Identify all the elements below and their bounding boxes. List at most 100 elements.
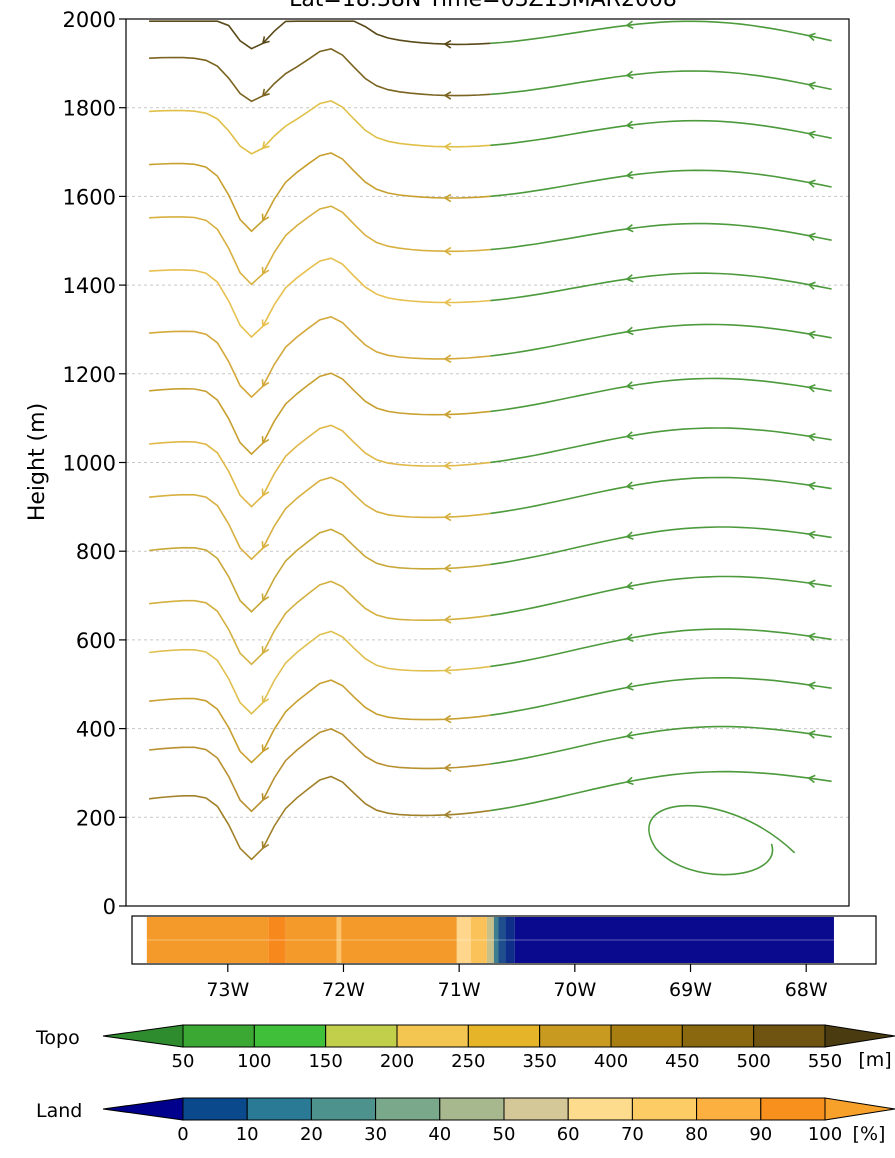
land-colorbar-tick-label: 40 <box>428 1124 451 1145</box>
streamline-arrow <box>807 730 816 739</box>
x-tick-label: 72W <box>322 979 365 1001</box>
streamline-west <box>149 48 491 103</box>
streamline-arrow <box>625 431 634 440</box>
topo-colorbar: 50 100 150 200 250 350 400 450 500 550 <box>102 1024 895 1072</box>
topo-colorbar-label: Topo <box>35 1027 80 1049</box>
streamline-arrow <box>443 39 452 49</box>
land-colorbar-tick-label: 30 <box>364 1124 387 1145</box>
land-strip-segment <box>268 917 286 963</box>
y-tick-label: 1400 <box>63 274 116 298</box>
streamline-arrow <box>625 70 634 80</box>
land-strip-segment <box>336 917 342 963</box>
streamline-west <box>149 476 491 561</box>
streamline-west <box>149 528 491 613</box>
land-colorbar-right-arrow <box>824 1097 895 1121</box>
land-strip-segment <box>486 917 494 963</box>
y-tick-label: 400 <box>76 718 116 742</box>
topo-colorbar-left-arrow <box>102 1024 184 1048</box>
land-colorbar: 0 10 20 30 40 50 60 70 80 90 100 <box>102 1097 895 1145</box>
streamline-east <box>490 70 832 96</box>
land-strip-segment <box>470 917 487 963</box>
y-tick-label: 800 <box>76 540 116 564</box>
streamline-arrow <box>443 461 452 470</box>
streamline-arrow <box>807 281 816 290</box>
streamline-arrow <box>625 170 634 180</box>
topo-colorbar-segment <box>396 1024 469 1048</box>
topo-colorbar-tick-label: 100 <box>237 1051 271 1072</box>
streamline-arrow <box>261 379 270 388</box>
streamline-west <box>149 630 491 715</box>
streamline-east <box>490 628 832 668</box>
streamline-arrow <box>443 410 452 419</box>
land-colorbar-tick-label: 10 <box>236 1124 259 1145</box>
topo-colorbar-tick-label: 350 <box>522 1051 556 1072</box>
land-colorbar-tick-label: 50 <box>493 1124 516 1145</box>
streamline-arrow <box>625 326 634 336</box>
land-strip-segment <box>505 917 515 963</box>
streamline-east <box>490 476 832 515</box>
y-tick-label: 2000 <box>63 8 116 32</box>
topo-colorbar-segment <box>325 1024 398 1048</box>
topo-colorbar-segment <box>539 1024 612 1048</box>
streamline-west <box>149 152 491 233</box>
topo-colorbar-segment <box>182 1024 255 1048</box>
land-colorbar-segment <box>631 1097 698 1121</box>
land-colorbar-segment <box>246 1097 312 1121</box>
streamline-arrow <box>625 120 634 130</box>
x-tick-label: 71W <box>438 979 481 1001</box>
streamline-east <box>490 526 832 566</box>
streamline-arrow <box>625 481 634 490</box>
streamline-arrow <box>443 714 452 724</box>
topo-colorbar-tick-label: 400 <box>594 1051 628 1072</box>
land-colorbar-tick-label: 100 <box>808 1124 842 1145</box>
x-axis: 73W 72W 71W 70W 69W 68W <box>206 964 828 1001</box>
streamline-arrow <box>261 141 270 150</box>
y-tick-label: 1000 <box>63 452 116 476</box>
y-tick-label: 1600 <box>63 185 116 209</box>
streamline-arrow <box>261 488 270 497</box>
streamline-east <box>490 377 832 413</box>
land-strip-segment <box>146 917 269 963</box>
y-tick-label: 0 <box>103 895 116 919</box>
streamline-arrow <box>261 841 270 850</box>
land-colorbar-tick-label: 70 <box>621 1124 644 1145</box>
streamline-arrow <box>261 436 270 445</box>
y-tick-label: 1200 <box>63 363 116 387</box>
land-colorbar-segment <box>503 1097 569 1121</box>
land-strip-segment <box>498 917 506 963</box>
streamline-west <box>149 372 491 456</box>
streamline-east <box>490 20 832 45</box>
streamline-arrow <box>443 615 452 624</box>
streamline-arrow <box>261 593 270 602</box>
streamline-arrow <box>807 432 816 442</box>
chart-title: Lat=18.38N Time=03Z13MAR2008 <box>289 0 677 12</box>
topo-colorbar-tick-label: 250 <box>451 1051 485 1072</box>
streamline-west <box>149 580 491 666</box>
x-tick-label: 70W <box>553 979 596 1001</box>
streamline-east <box>490 169 832 198</box>
streamline-arrow <box>443 142 452 152</box>
streamline-arrow <box>443 810 452 819</box>
streamline-arrow <box>625 633 634 642</box>
land-strip-frame <box>131 915 877 965</box>
streamlines <box>149 20 832 876</box>
land-strip-segment <box>285 917 337 963</box>
streamline-arrow <box>261 646 270 655</box>
streamline-arrow <box>625 20 634 30</box>
streamline-arrow <box>807 383 816 393</box>
streamline-arrow <box>807 530 816 540</box>
land-colorbar-left-arrow <box>102 1097 184 1121</box>
streamline-west <box>149 315 491 399</box>
streamline-arrow <box>807 579 816 589</box>
land-colorbar-segment <box>439 1097 505 1121</box>
x-tick-label: 69W <box>669 979 712 1001</box>
streamline-arrow <box>807 130 816 139</box>
land-colorbar-tick-label: 80 <box>685 1124 708 1145</box>
streamline-arrow <box>261 319 270 328</box>
y-axis-label: Height (m) <box>25 403 50 521</box>
land-colorbar-segment <box>375 1097 441 1121</box>
land-colorbar-tick-label: 90 <box>749 1124 772 1145</box>
streamline-arrow <box>807 632 816 642</box>
streamline-arrow <box>261 744 270 753</box>
streamline-arrow <box>443 665 452 675</box>
